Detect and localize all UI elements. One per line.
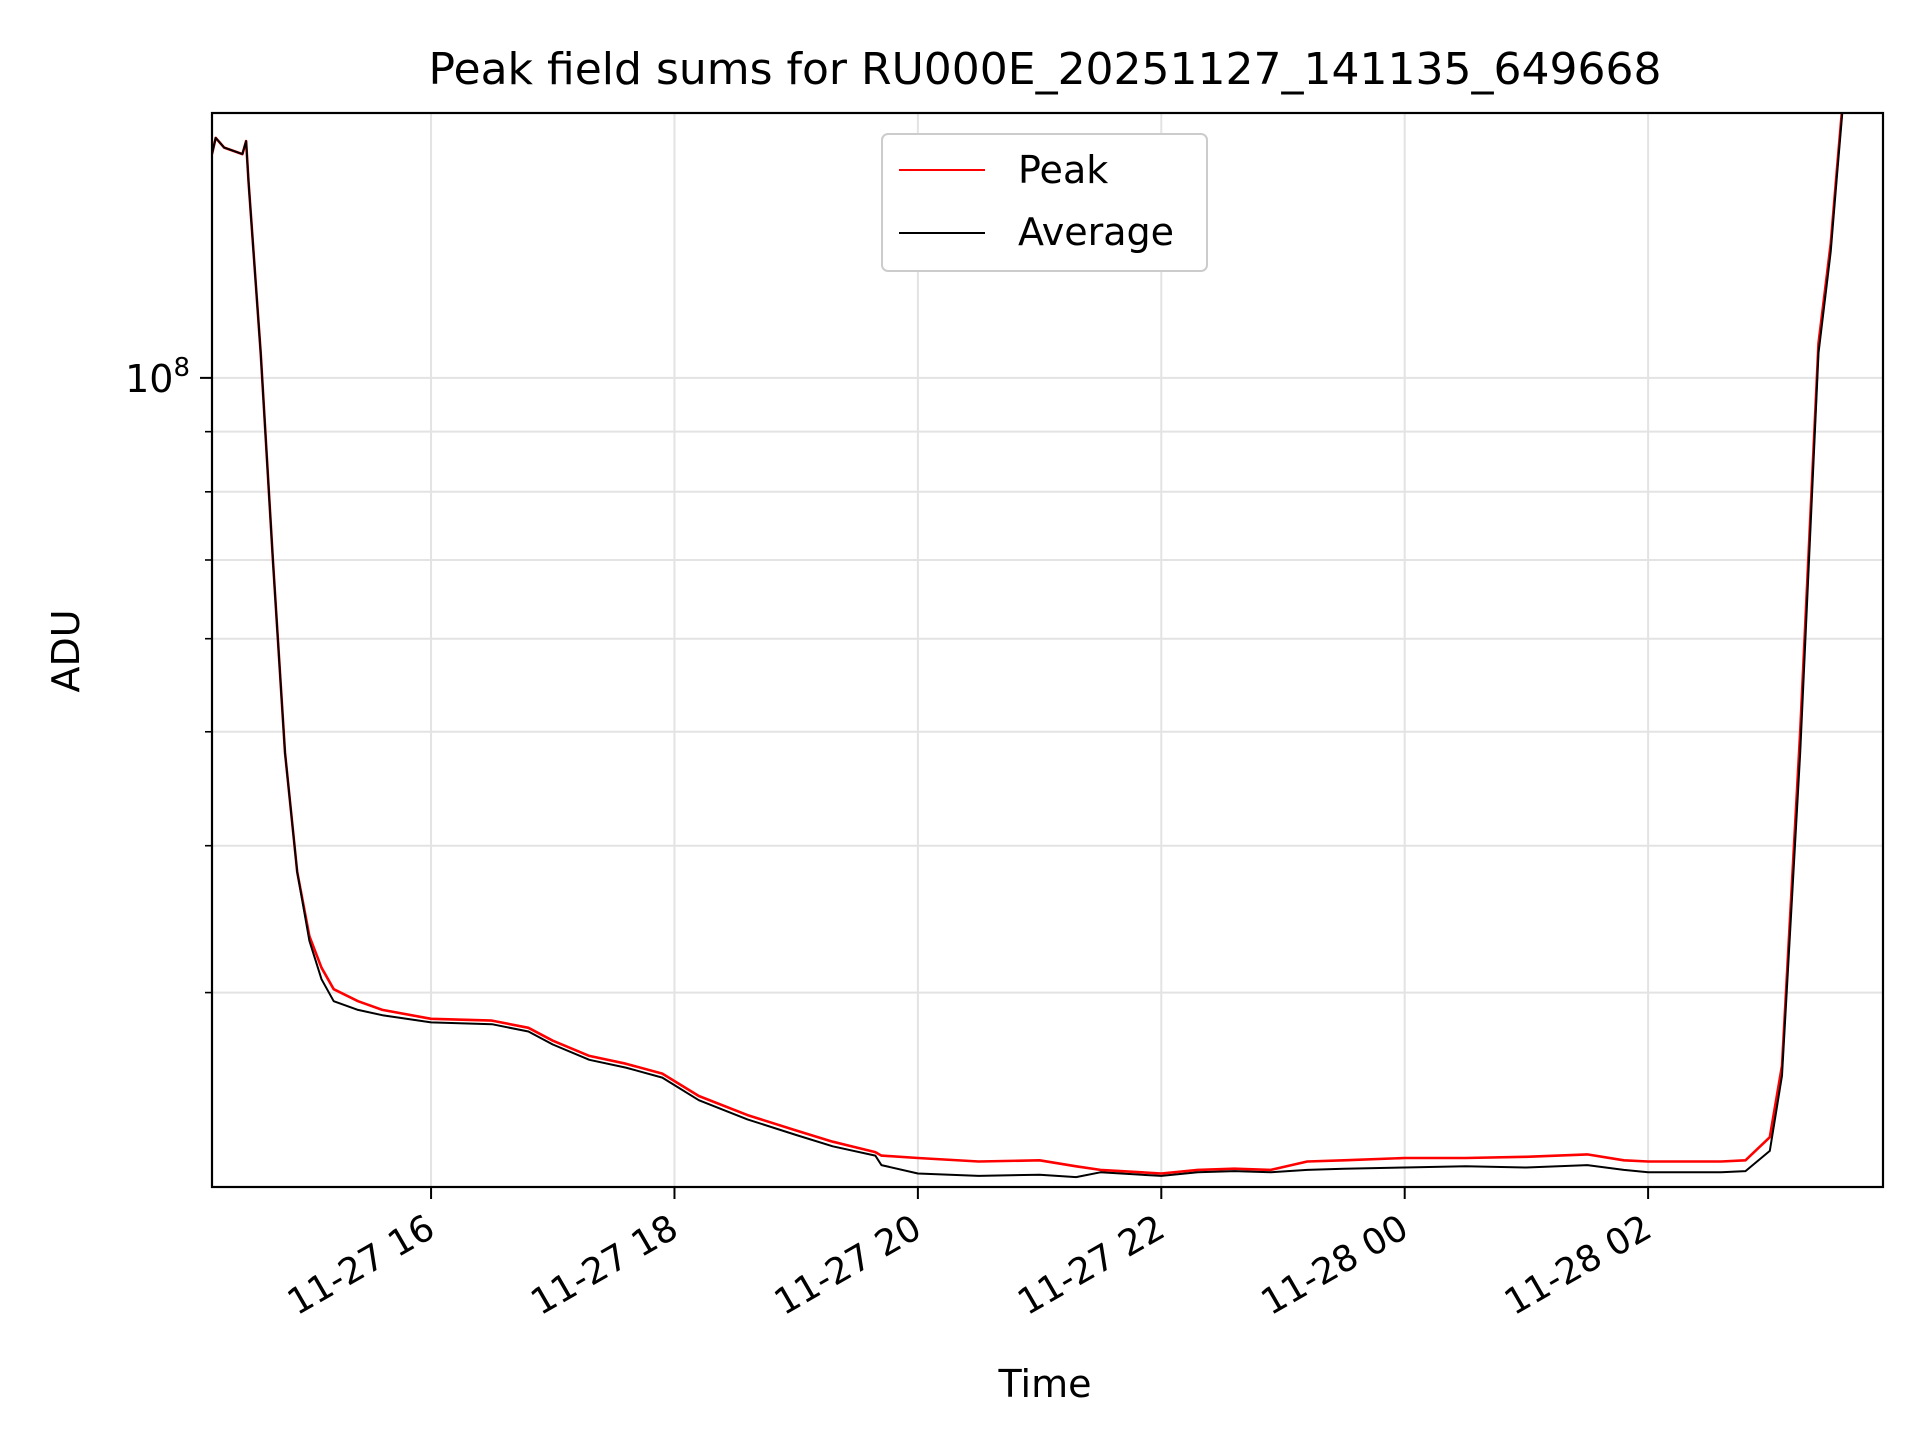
chart-title: Peak field sums for RU000E_20251127_1411… <box>429 44 1662 95</box>
series-layer <box>212 113 1844 1179</box>
legend-average-label: Average <box>1018 210 1174 254</box>
series-line-average <box>212 113 1844 1179</box>
legend-box <box>881 133 1208 272</box>
y-tick-label: 108 <box>125 353 190 401</box>
plot-frame <box>210 111 1885 1189</box>
legend-peak-label: Peak <box>1018 148 1108 192</box>
gridlines <box>212 113 1883 1187</box>
x-axis-label: Time <box>998 1362 1092 1406</box>
legend: Peak Average <box>881 133 1208 272</box>
y-axis-label: ADU <box>44 609 88 692</box>
